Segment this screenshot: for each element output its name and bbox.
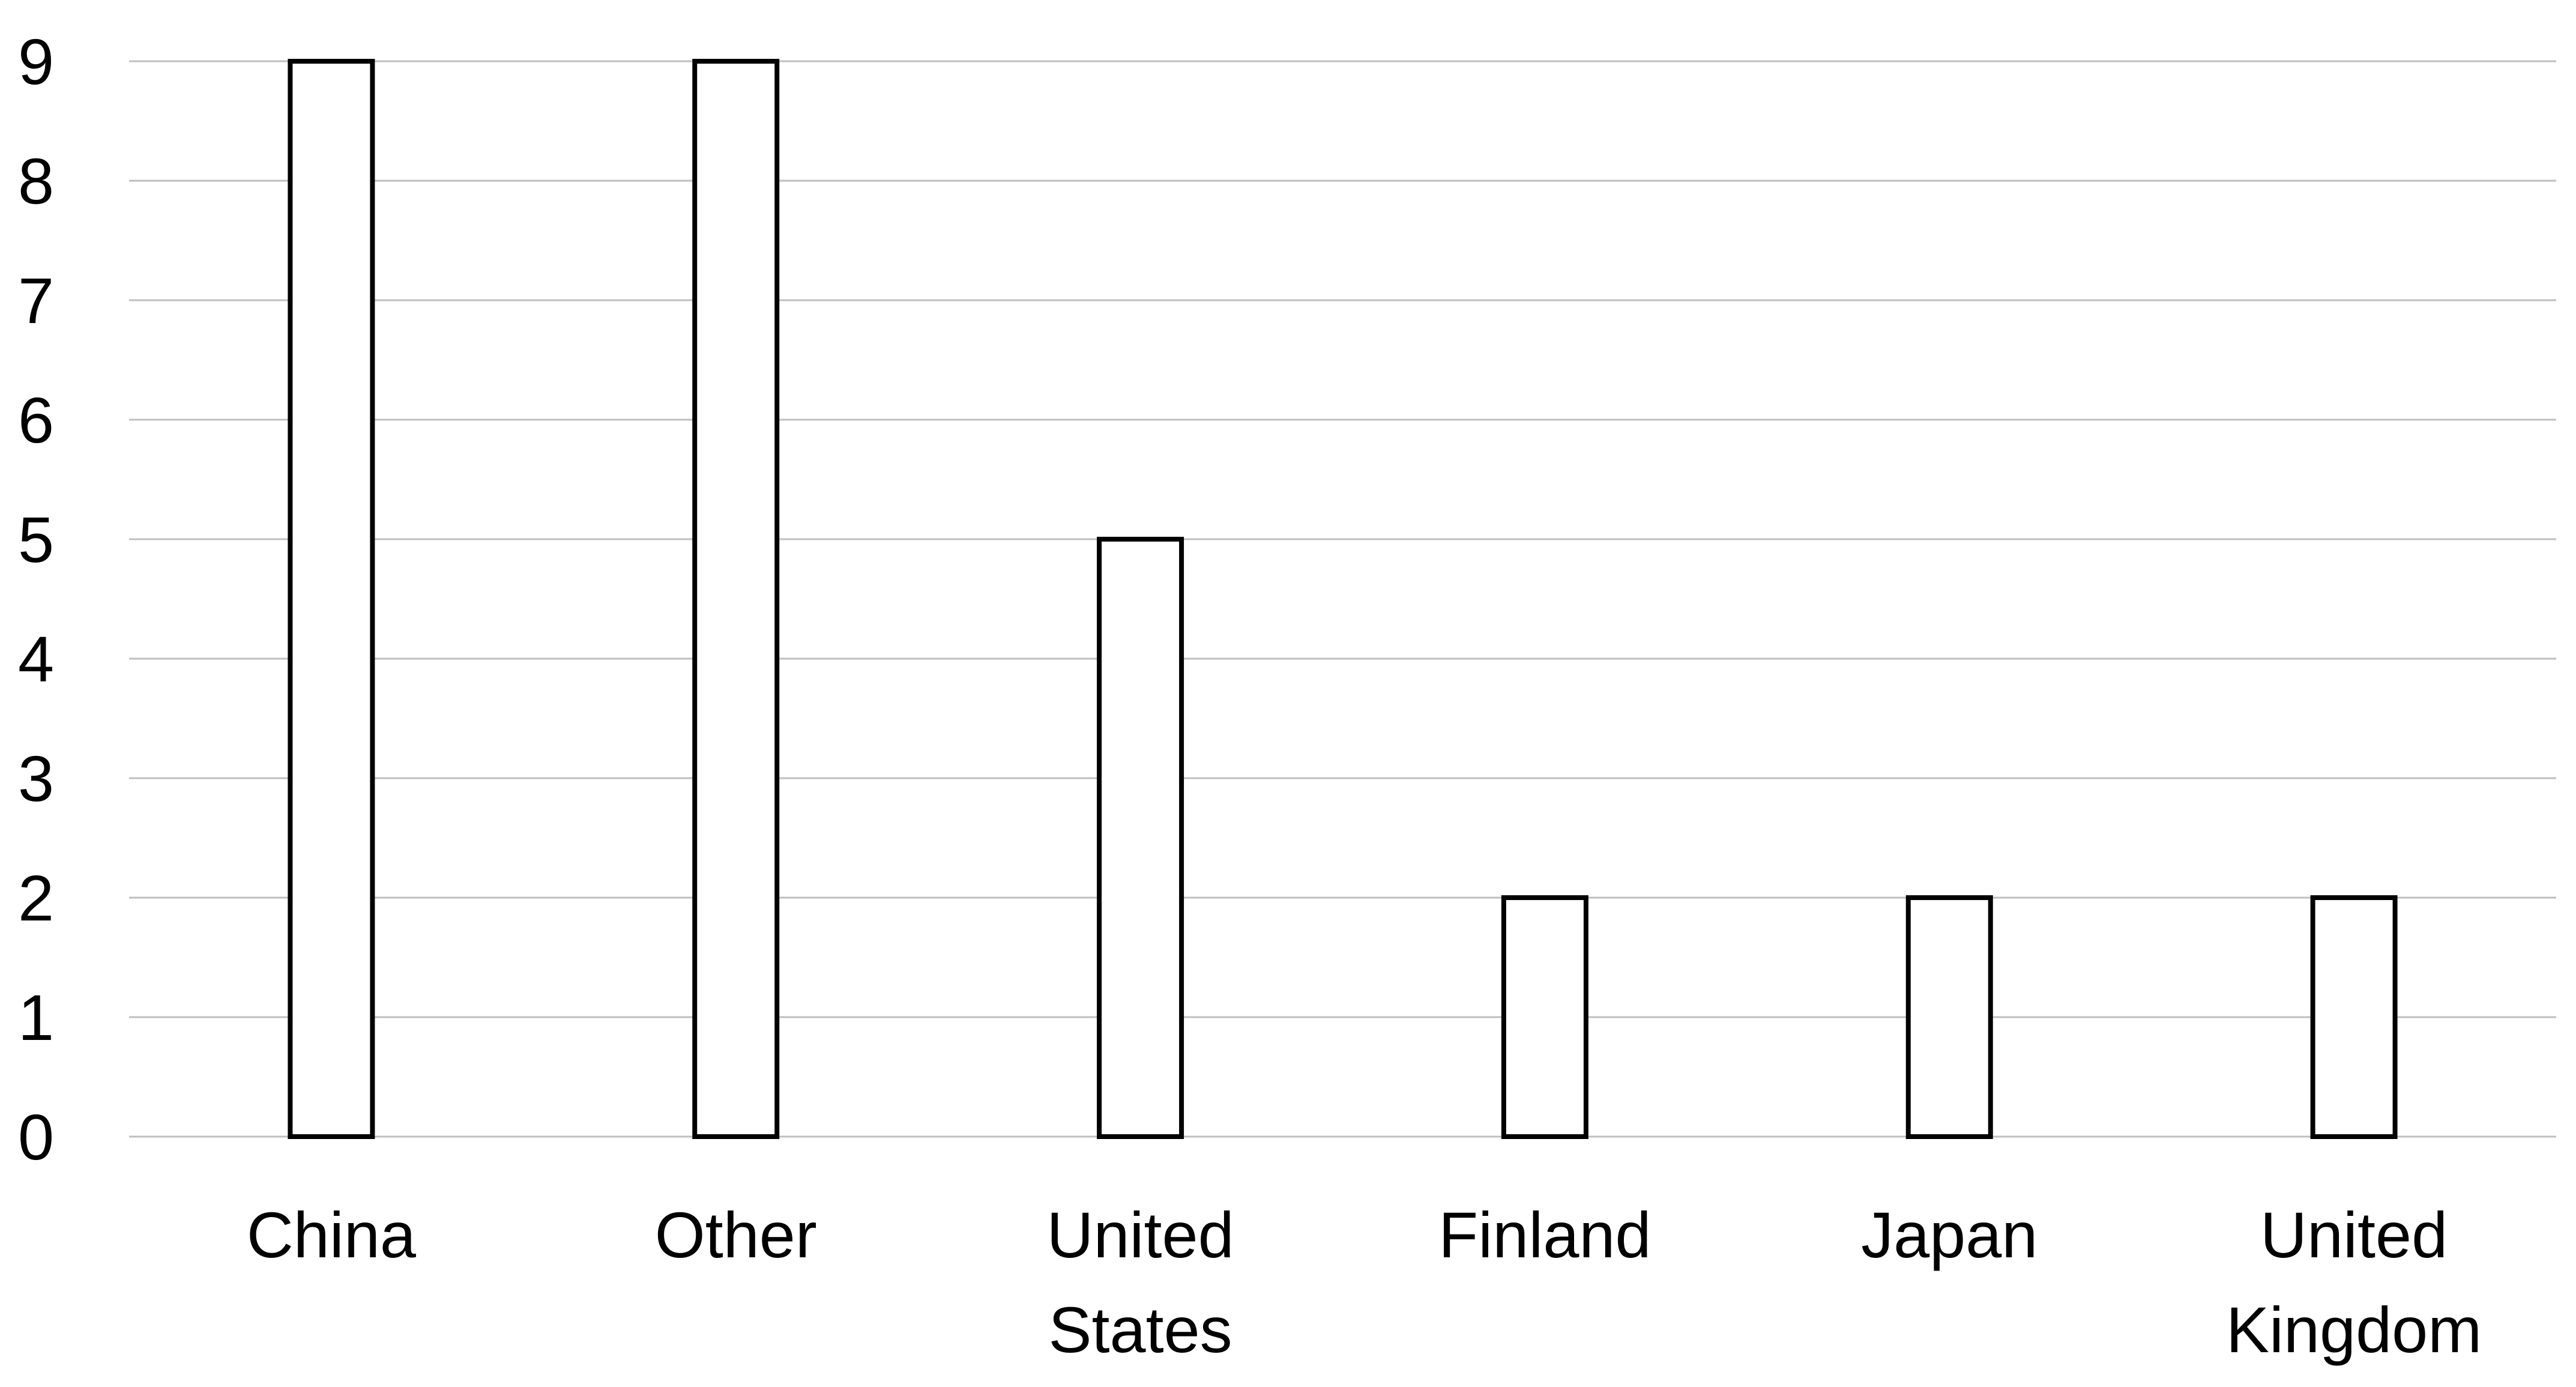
bar bbox=[1905, 895, 1993, 1139]
x-category-label: Finland bbox=[1438, 1198, 1651, 1271]
y-tick-label: 3 bbox=[18, 742, 54, 815]
y-axis-ticks: 0 1 2 3 4 5 6 7 8 9 bbox=[18, 25, 54, 1173]
gridlines bbox=[129, 60, 2556, 1138]
y-tick-label: 1 bbox=[18, 981, 54, 1054]
x-category-label: United bbox=[1046, 1198, 1234, 1271]
x-category-label: Other bbox=[655, 1198, 817, 1271]
bar bbox=[692, 59, 780, 1139]
y-tick-label: 2 bbox=[18, 862, 54, 934]
x-axis-labels: China Other United States Finland Japan United… bbox=[247, 1198, 2482, 1366]
y-tick-label: 7 bbox=[18, 264, 54, 337]
bars bbox=[288, 59, 2398, 1139]
x-category-label: China bbox=[247, 1198, 417, 1271]
bar bbox=[2310, 895, 2398, 1139]
x-category-label: Japan bbox=[1861, 1198, 2038, 1271]
x-category-label: Kingdom bbox=[2226, 1293, 2482, 1366]
bar bbox=[288, 59, 375, 1139]
y-tick-label: 5 bbox=[18, 503, 54, 576]
x-category-label: States bbox=[1048, 1293, 1232, 1366]
y-tick-label: 0 bbox=[18, 1101, 54, 1173]
y-tick-label: 8 bbox=[18, 145, 54, 217]
x-category-label: United bbox=[2260, 1198, 2448, 1271]
y-tick-label: 6 bbox=[18, 384, 54, 456]
y-tick-label: 9 bbox=[18, 25, 54, 98]
bar bbox=[1501, 895, 1588, 1139]
bar bbox=[1097, 537, 1184, 1139]
y-tick-label: 4 bbox=[18, 623, 54, 695]
